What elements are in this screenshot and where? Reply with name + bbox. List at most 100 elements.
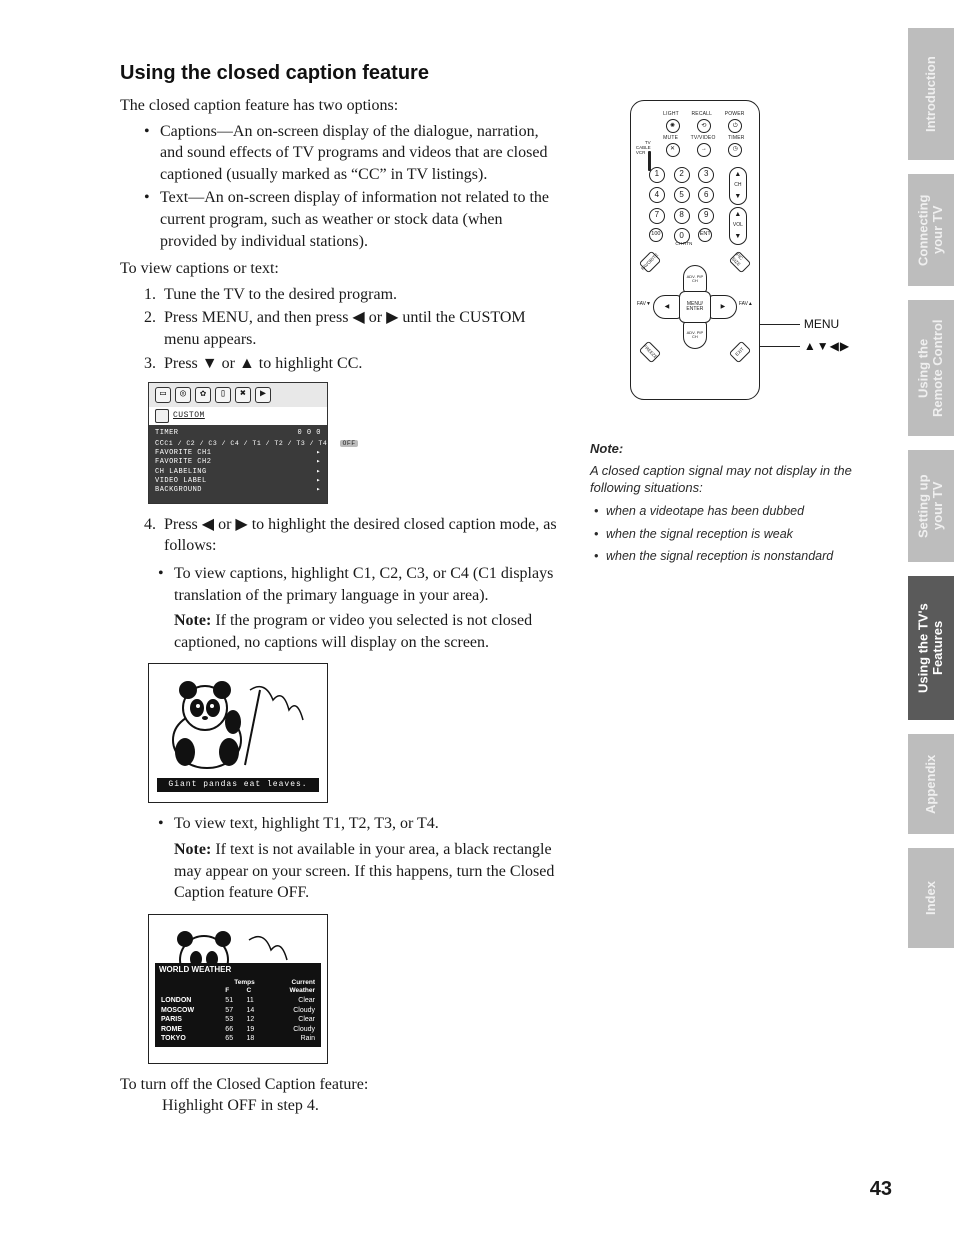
option-text: Text—An on-screen display of information… (148, 187, 560, 252)
step4-bullet-1: To view captions, highlight C1, C2, C3, … (162, 563, 560, 653)
world-weather-title: WORLD WEATHER (155, 963, 321, 978)
table-row: PARIS5312Clear (159, 1015, 317, 1024)
tab-remote[interactable]: Using the Remote Control (908, 300, 954, 436)
menu-icon: ▭ (155, 387, 171, 403)
turn-off-step: Highlight OFF in step 4. (162, 1095, 560, 1117)
right-arrow-icon: ▶ (235, 516, 247, 533)
num-5-button[interactable]: 5 (674, 187, 690, 203)
panda-illustration (155, 670, 323, 780)
step-2: 2. Press MENU, and then press ◀ or ▶ unt… (148, 307, 560, 350)
custom-icon (155, 409, 169, 423)
mute-button[interactable]: ✕ (666, 143, 680, 157)
turn-off-label: To turn off the Closed Caption feature: (120, 1074, 560, 1096)
mode-switch: TV CABLE VCR (636, 141, 651, 171)
channel-rocker[interactable]: ▲CH▼ (729, 167, 747, 205)
num-100-button[interactable]: 100 (649, 228, 663, 242)
timer-label: TIMER (155, 429, 179, 438)
mute-label: MUTE (663, 135, 678, 142)
recall-button[interactable]: ⟲ (697, 119, 711, 133)
dpad-left[interactable]: ◀ (653, 295, 681, 319)
note-label: Note: (174, 612, 211, 629)
note-lead: A closed caption signal may not display … (590, 462, 890, 497)
menu-icon: ✖ (235, 387, 251, 403)
note-item: when a videotape has been dubbed (594, 503, 890, 520)
ent-button[interactable]: ENT (698, 228, 712, 242)
up-arrow-icon: ▲ (239, 355, 255, 372)
menu-icon: ✿ (195, 387, 211, 403)
tab-introduction[interactable]: Introduction (908, 28, 954, 160)
step-3-text: Press ▼ or ▲ to highlight CC. (164, 355, 362, 372)
power-label: POWER (725, 111, 745, 118)
table-row: MOSCOW5714Cloudy (159, 1006, 317, 1015)
num-9-button[interactable]: 9 (698, 208, 714, 224)
dpad-down[interactable]: ADV. PIP CH (683, 321, 707, 349)
step-1: 1.Tune the TV to the desired program. (148, 284, 560, 306)
custom-label: CUSTOM (173, 411, 205, 422)
tab-connecting[interactable]: Connecting your TV (908, 174, 954, 286)
cc-label: CC (155, 440, 164, 449)
menu-icon: ◎ (175, 387, 191, 403)
callout-menu: MENU (770, 316, 850, 332)
menu-enter-button[interactable]: MENU/ ENTER (679, 291, 711, 323)
dpad-right[interactable]: ▶ (709, 295, 737, 319)
menu-row: FAVORITE CH2 (155, 458, 211, 467)
light-label: LIGHT (663, 111, 679, 118)
num-4-button[interactable]: 4 (649, 187, 665, 203)
note-block: Note: A closed caption signal may not di… (590, 440, 890, 565)
table-row: TOKYO6518Rain (159, 1034, 317, 1043)
menu-row: FAVORITE CH1 (155, 449, 211, 458)
tvvideo-button[interactable]: → (697, 143, 711, 157)
dpad: ADV. PIP CH ADV. PIP CH ◀ ▶ MENU/ ENTER (653, 265, 737, 349)
intro-text: The closed caption feature has two optio… (120, 95, 560, 117)
table-row: ROME6619Cloudy (159, 1025, 317, 1034)
recall-label: RECALL (691, 111, 712, 118)
num-7-button[interactable]: 7 (649, 208, 665, 224)
step-4-text: Press ◀ or ▶ to highlight the desired cl… (164, 516, 557, 555)
menu-icon: ▯ (215, 387, 231, 403)
tvvideo-label: TV/VIDEO (691, 135, 716, 142)
tab-features[interactable]: Using the TV's Features (908, 576, 954, 720)
callout-arrows: ▲▼◀▶ (770, 338, 850, 354)
tab-appendix[interactable]: Appendix (908, 734, 954, 834)
table-row: LONDON5111Clear (159, 996, 317, 1005)
panda-caption-figure: Giant pandas eat leaves. (148, 663, 328, 803)
step-1-text: Tune the TV to the desired program. (164, 286, 397, 303)
step-2-text: Press MENU, and then press ◀ or ▶ until … (164, 309, 526, 348)
fav-down-label: FAV▼ (637, 301, 651, 308)
step4-bullet-2: To view text, highlight T1, T2, T3, or T… (162, 813, 560, 903)
menu-row: BACKGROUND (155, 486, 202, 495)
step-4: 4. Press ◀ or ▶ to highlight the desired… (148, 514, 560, 557)
num-8-button[interactable]: 8 (674, 208, 690, 224)
tab-index[interactable]: Index (908, 848, 954, 948)
power-button[interactable]: ⏻ (728, 119, 742, 133)
tab-setting-up[interactable]: Setting up your TV (908, 450, 954, 562)
timer-button[interactable]: ◷ (728, 143, 742, 157)
timer-value: 0 0 0 (297, 429, 321, 438)
section-tabs: Introduction Connecting your TV Using th… (908, 28, 954, 962)
volume-rocker[interactable]: ▲VOL▼ (729, 207, 747, 245)
timer-label: TIMER (728, 135, 745, 142)
num-1-button[interactable]: 1 (649, 167, 665, 183)
world-weather-figure: WORLD WEATHER Temps Current F C Weather … (148, 914, 328, 1064)
note-label: Note: (174, 841, 211, 858)
note-item: when the signal reception is weak (594, 526, 890, 543)
down-arrow-icon: ▼ (202, 355, 218, 372)
cc-options: C1 / C2 / C3 / C4 / T1 / T2 / T3 / T4 / … (164, 440, 357, 449)
to-view-label: To view captions or text: (120, 258, 560, 280)
note-header: Note: (590, 440, 890, 458)
remote-figure: TV CABLE VCR LIGHT RECALL POWER ✺ ⟲ ⏻ MU… (630, 100, 760, 400)
note-item: when the signal reception is nonstandard (594, 548, 890, 565)
option-captions: Captions—An on-screen display of the dia… (148, 121, 560, 186)
light-button[interactable]: ✺ (666, 119, 680, 133)
dpad-up[interactable]: ADV. PIP CH (683, 265, 707, 293)
num-6-button[interactable]: 6 (698, 187, 714, 203)
left-arrow-icon: ◀ (202, 516, 214, 533)
num-3-button[interactable]: 3 (698, 167, 714, 183)
custom-menu-figure: ▭ ◎ ✿ ▯ ✖ ▶ CUSTOM TIMER 0 0 0 CC C1 / C… (148, 382, 328, 504)
menu-row: VIDEO LABEL (155, 477, 207, 486)
fav-up-label: FAV▲ (739, 301, 753, 308)
weather-table: Temps Current F C Weather LONDON5111Clea… (155, 977, 321, 1048)
num-2-button[interactable]: 2 (674, 167, 690, 183)
page-number: 43 (870, 1176, 892, 1203)
right-arrow-icon: ▶ (386, 309, 398, 326)
